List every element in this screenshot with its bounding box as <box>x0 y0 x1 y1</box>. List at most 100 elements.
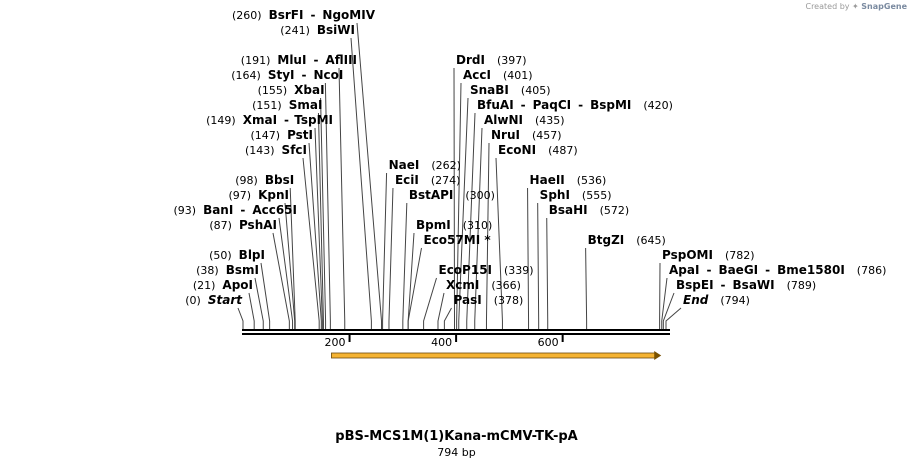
site-acci-part-0: AccI <box>463 68 491 82</box>
site-smai-part-1: SmaI <box>289 98 323 112</box>
site-label-bstapi[interactable]: BstAPI (300) <box>409 188 495 202</box>
site-xmai[interactable]: (149) XmaI - TspMI <box>206 113 333 127</box>
site-label-bsrfi[interactable]: (260) BsrFI - NgoMIV <box>232 8 376 22</box>
site-label-naei[interactable]: NaeI (262) <box>389 158 461 172</box>
site-bfuai[interactable]: BfuAI - PaqCI - BspMI (420) <box>477 98 673 112</box>
site-apai-part-5: (786) <box>857 264 887 277</box>
site-label-alwni[interactable]: AlwNI (435) <box>484 113 565 127</box>
site-label-snabi[interactable]: SnaBI (405) <box>470 83 551 97</box>
site-bsmi[interactable]: (38) BsmI <box>196 263 259 277</box>
site-label-ecop15i[interactable]: EcoP15I (339) <box>439 263 534 277</box>
leader-btgzi <box>585 247 588 329</box>
site-label-blpi[interactable]: (50) BlpI <box>209 248 265 262</box>
site-kpni[interactable]: (97) KpnI <box>229 188 290 202</box>
site-pasi[interactable]: PasI (378) <box>454 293 524 307</box>
site-sphi[interactable]: SphI (555) <box>540 188 612 202</box>
site-label-bsiwi[interactable]: (241) BsiWI <box>280 23 355 37</box>
site-sfci[interactable]: (143) SfcI <box>245 143 307 157</box>
site-label-btgzi[interactable]: BtgZI (645) <box>588 233 666 247</box>
site-label-apoi[interactable]: (21) ApoI <box>193 278 253 292</box>
site-label-kpni[interactable]: (97) KpnI <box>229 188 290 202</box>
site-bpmi[interactable]: BpmI (310) <box>416 218 492 232</box>
site-nrui-part-0: NruI <box>491 128 520 142</box>
site-acci[interactable]: AccI (401) <box>463 68 533 82</box>
site-label-end[interactable]: End (794) <box>683 293 750 307</box>
site-start[interactable]: (0) Start <box>185 293 243 307</box>
site-end[interactable]: End (794) <box>683 293 750 307</box>
site-drdi[interactable]: DrdI (397) <box>456 53 527 67</box>
site-label-bpmi[interactable]: BpmI (310) <box>416 218 492 232</box>
site-label-bani[interactable]: (93) BanI - Acc65I <box>173 203 297 217</box>
site-label-start[interactable]: (0) Start <box>185 293 243 307</box>
site-pspomi[interactable]: PspOMI (782) <box>662 248 755 262</box>
site-drdi-part-1: (397) <box>497 54 527 67</box>
site-nrui[interactable]: NruI (457) <box>491 128 562 142</box>
site-bstapi[interactable]: BstAPI (300) <box>409 188 495 202</box>
site-label-acci[interactable]: AccI (401) <box>463 68 533 82</box>
site-naei[interactable]: NaeI (262) <box>389 158 461 172</box>
site-bbsi[interactable]: (98) BbsI <box>235 173 294 187</box>
site-bsahi[interactable]: BsaHI (572) <box>549 203 630 217</box>
leader-acci <box>456 82 462 329</box>
site-label-psti[interactable]: (147) PstI <box>250 128 313 142</box>
site-snabi-part-0: SnaBI <box>470 83 509 97</box>
site-label-drdi[interactable]: DrdI (397) <box>456 53 527 67</box>
site-smai[interactable]: (151) SmaI <box>252 98 322 112</box>
site-label-xcmi[interactable]: XcmI (366) <box>446 278 521 292</box>
site-xcmi[interactable]: XcmI (366) <box>446 278 521 292</box>
site-xbai[interactable]: (155) XbaI <box>258 83 325 97</box>
site-label-smai[interactable]: (151) SmaI <box>252 98 322 112</box>
site-bsrfi[interactable]: (260) BsrFI - NgoMIV <box>232 8 376 22</box>
site-alwni-part-1: (435) <box>535 114 565 127</box>
site-styi[interactable]: (164) StyI - NcoI <box>231 68 343 82</box>
site-xmai-part-0: (149) <box>206 114 236 127</box>
site-label-bspei[interactable]: BspEI - BsaWI (789) <box>676 278 816 292</box>
site-label-xbai[interactable]: (155) XbaI <box>258 83 325 97</box>
site-label-pspomi[interactable]: PspOMI (782) <box>662 248 755 262</box>
site-label-econi[interactable]: EcoNI (487) <box>498 143 578 157</box>
site-psti[interactable]: (147) PstI <box>250 128 313 142</box>
site-styi-part-3: NcoI <box>313 68 343 82</box>
site-apoi[interactable]: (21) ApoI <box>193 278 253 292</box>
site-label-apai[interactable]: ApaI - BaeGI - Bme1580I (786) <box>669 263 886 277</box>
sequence-backbone <box>242 329 670 335</box>
site-label-pshai[interactable]: (87) PshAI <box>209 218 277 232</box>
site-bspei[interactable]: BspEI - BsaWI (789) <box>676 278 816 292</box>
site-btgzi[interactable]: BtgZI (645) <box>588 233 666 247</box>
site-xmai-part-3: TspMI <box>294 113 333 127</box>
site-mlui[interactable]: (191) MluI - AflIII <box>241 53 357 67</box>
site-bsiwi[interactable]: (241) BsiWI <box>280 23 355 37</box>
site-label-bbsi[interactable]: (98) BbsI <box>235 173 294 187</box>
site-alwni[interactable]: AlwNI (435) <box>484 113 565 127</box>
site-label-bsmi[interactable]: (38) BsmI <box>196 263 259 277</box>
site-label-ecii[interactable]: EciI (274) <box>395 173 460 187</box>
site-snabi[interactable]: SnaBI (405) <box>470 83 551 97</box>
leader-sphi <box>537 202 540 329</box>
site-haeii-part-1: (536) <box>577 174 607 187</box>
site-apoi-part-0: (21) <box>193 279 216 292</box>
site-econi[interactable]: EcoNI (487) <box>498 143 578 157</box>
site-label-haeii[interactable]: HaeII (536) <box>530 173 607 187</box>
site-ecop15i[interactable]: EcoP15I (339) <box>439 263 534 277</box>
leader-drdi <box>453 67 455 329</box>
site-label-mlui[interactable]: (191) MluI - AflIII <box>241 53 357 67</box>
site-label-sphi[interactable]: SphI (555) <box>540 188 612 202</box>
site-label-eco57mi[interactable]: Eco57MI * <box>424 233 492 247</box>
site-pshai[interactable]: (87) PshAI <box>209 218 277 232</box>
site-ecii[interactable]: EciI (274) <box>395 173 460 187</box>
site-label-xmai[interactable]: (149) XmaI - TspMI <box>206 113 333 127</box>
site-haeii[interactable]: HaeII (536) <box>530 173 607 187</box>
site-blpi[interactable]: (50) BlpI <box>209 248 265 262</box>
site-label-nrui[interactable]: NruI (457) <box>491 128 562 142</box>
site-label-sfci[interactable]: (143) SfcI <box>245 143 307 157</box>
feature-bar[interactable] <box>331 352 656 359</box>
site-apai[interactable]: ApaI - BaeGI - Bme1580I (786) <box>669 263 886 277</box>
site-label-styi[interactable]: (164) StyI - NcoI <box>231 68 343 82</box>
site-bani[interactable]: (93) BanI - Acc65I <box>173 203 297 217</box>
tick-label-400: 400 <box>431 336 452 349</box>
site-label-pasi[interactable]: PasI (378) <box>454 293 524 307</box>
site-label-bsahi[interactable]: BsaHI (572) <box>549 203 630 217</box>
site-bstapi-part-1: (300) <box>465 189 495 202</box>
site-eco57mi[interactable]: Eco57MI * <box>424 233 492 247</box>
site-label-bfuai[interactable]: BfuAI - PaqCI - BspMI (420) <box>477 98 673 112</box>
